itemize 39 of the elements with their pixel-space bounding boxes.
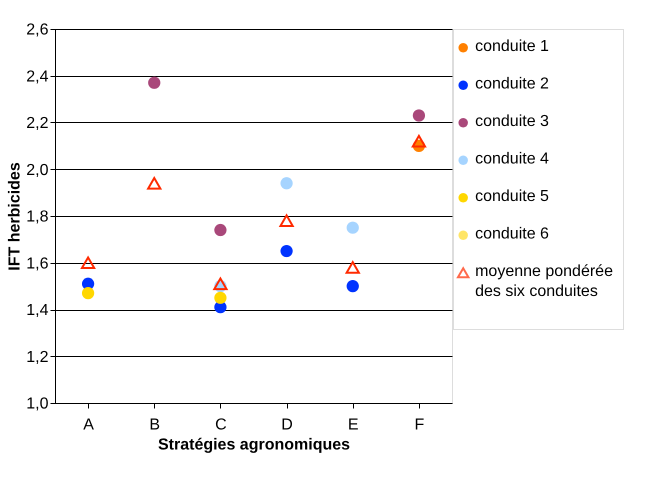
legend-label: conduite 5 (475, 188, 550, 205)
point (412, 134, 426, 148)
legend-label: conduite 3 (475, 112, 550, 130)
point (412, 109, 426, 122)
point (280, 244, 293, 258)
x-tick-label: B (149, 416, 160, 434)
point (80, 256, 96, 270)
y-tick-label: 1,6 (26, 255, 49, 272)
legend-label: conduite 1 (475, 38, 550, 55)
point (213, 277, 228, 290)
x-axis-title: Stratégies agronomiques (158, 436, 350, 454)
point (346, 280, 359, 292)
point (346, 222, 359, 234)
point (346, 261, 360, 274)
x-tick-label: D (281, 416, 293, 434)
x-tick-label: A (83, 416, 94, 434)
y-axis-title: IFT herbicides (6, 162, 24, 271)
x-tick-label: F (414, 416, 425, 434)
y-tick-label: 1,0 (26, 396, 49, 412)
point (279, 214, 294, 227)
point (148, 76, 160, 89)
x-tick-label: C (215, 416, 227, 434)
point (214, 224, 227, 236)
point (82, 287, 94, 300)
legend-label: conduite 6 (475, 225, 550, 242)
x-tick-label: E (348, 416, 359, 434)
y-tick-label: 2,4 (26, 68, 49, 86)
y-tick-label: 2,6 (26, 22, 49, 38)
y-tick-label: 1,8 (26, 208, 49, 226)
y-tick-label: 2,2 (26, 115, 49, 132)
y-tick-label: 1,2 (26, 348, 49, 366)
y-tick-label: 2,0 (26, 162, 49, 179)
y-tick-label: 1,4 (26, 302, 49, 319)
legend-label: moyenne pondérée des six conduites (475, 262, 614, 300)
point (280, 177, 293, 190)
point (147, 176, 162, 190)
legend-label: conduite 4 (475, 150, 550, 168)
point (214, 292, 227, 304)
legend-label: conduite 2 (475, 75, 550, 92)
